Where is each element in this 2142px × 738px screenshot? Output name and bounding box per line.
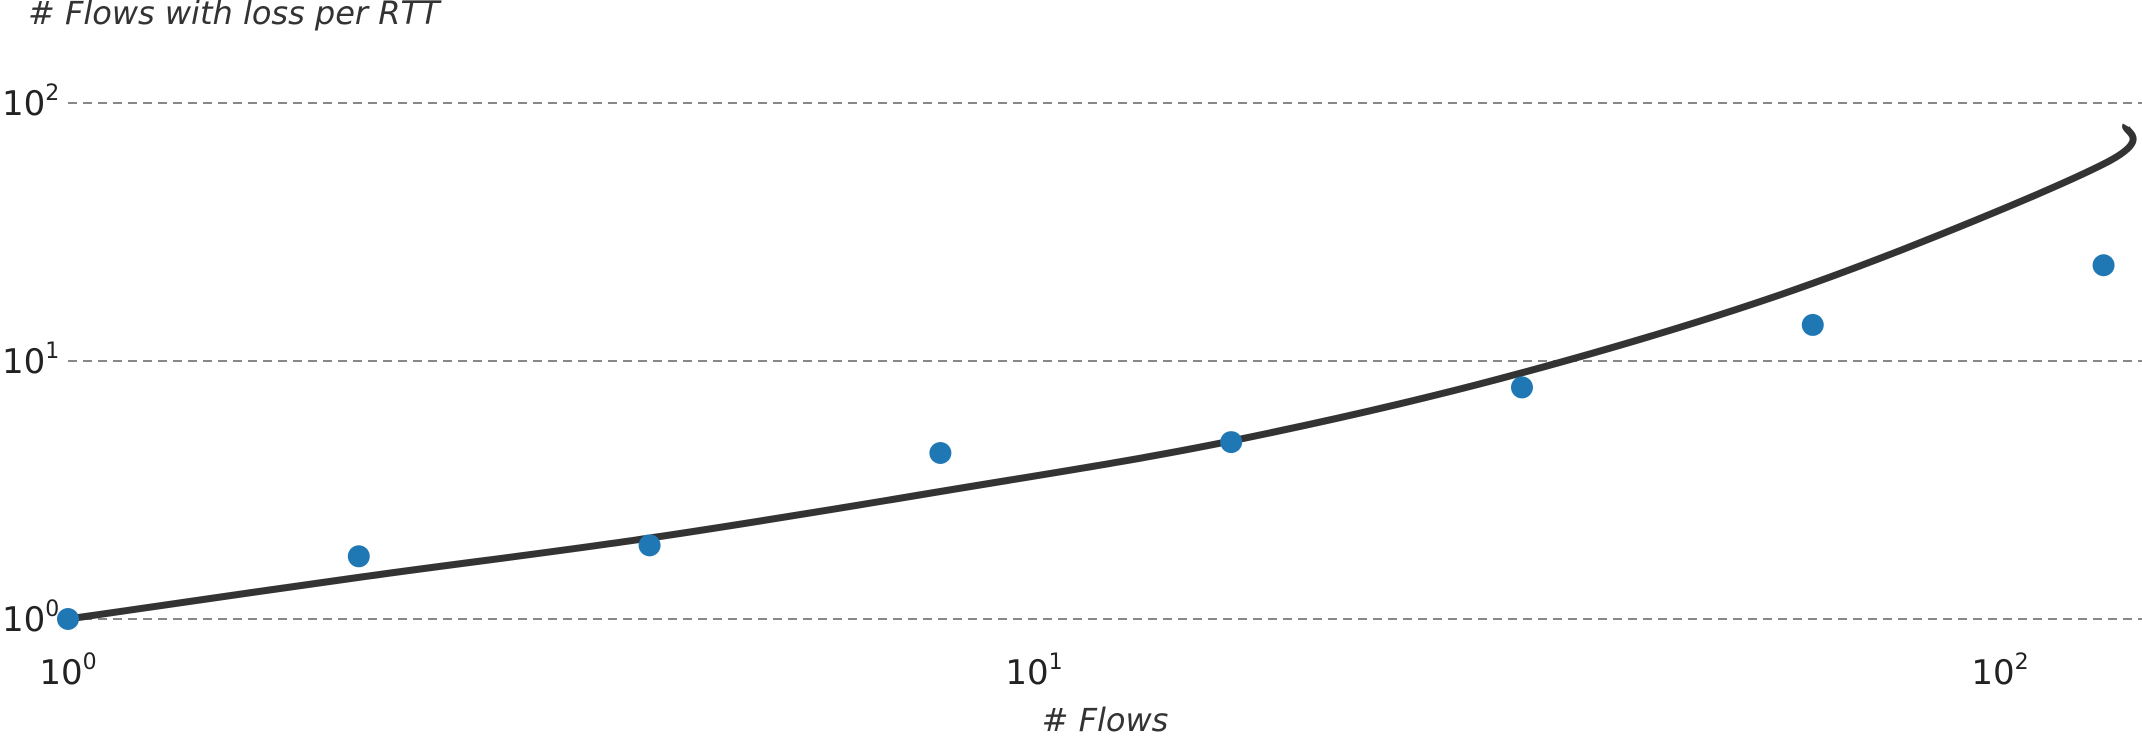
data-point-7	[2092, 254, 2115, 277]
data-point-2	[638, 534, 661, 557]
y-tick-label-0: 100	[2, 597, 59, 640]
data-point-5	[1510, 376, 1533, 399]
grid	[68, 102, 2142, 620]
x-tick-label-0: 100	[39, 650, 96, 693]
x-tick-label-1: 101	[1005, 650, 1062, 693]
y-axis-ticks: 100 101 102	[2, 81, 59, 640]
data-point-4	[1220, 431, 1243, 454]
data-point-1	[347, 545, 370, 568]
x-axis-ticks: 100 101 102	[39, 650, 2028, 693]
y-tick-label-1: 101	[2, 339, 59, 382]
x-axis-title: # Flows	[1042, 701, 1169, 738]
x-tick-label-2: 102	[1971, 650, 2028, 693]
y-tick-label-2: 102	[2, 81, 59, 124]
y-axis-title: # Flows with loss per RTT	[28, 0, 442, 32]
fit-curve	[67, 123, 2137, 623]
data-point-6	[1801, 313, 1824, 336]
fit-curve-layer	[67, 123, 2137, 623]
data-point-3	[929, 441, 952, 464]
data-point-0	[57, 608, 79, 630]
data-points-layer	[57, 254, 2115, 630]
